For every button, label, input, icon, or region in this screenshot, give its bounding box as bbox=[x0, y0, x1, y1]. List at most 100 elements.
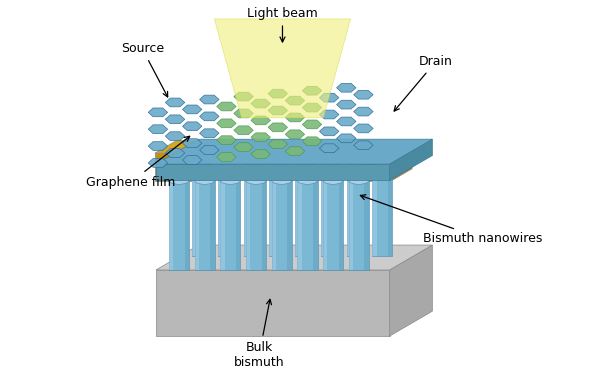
Polygon shape bbox=[217, 136, 236, 145]
Polygon shape bbox=[287, 180, 292, 270]
Polygon shape bbox=[269, 167, 274, 256]
Polygon shape bbox=[295, 167, 299, 256]
Polygon shape bbox=[302, 86, 322, 95]
Polygon shape bbox=[372, 167, 392, 256]
Polygon shape bbox=[246, 180, 250, 270]
Polygon shape bbox=[272, 180, 276, 270]
Polygon shape bbox=[148, 158, 167, 167]
Polygon shape bbox=[220, 180, 241, 270]
Polygon shape bbox=[166, 115, 185, 124]
Polygon shape bbox=[353, 141, 373, 150]
Polygon shape bbox=[200, 146, 219, 154]
Polygon shape bbox=[313, 180, 317, 270]
Polygon shape bbox=[272, 180, 292, 270]
Polygon shape bbox=[166, 149, 185, 158]
Polygon shape bbox=[319, 144, 339, 152]
Polygon shape bbox=[211, 180, 215, 270]
Polygon shape bbox=[200, 112, 219, 121]
Polygon shape bbox=[321, 167, 325, 256]
Polygon shape bbox=[355, 153, 391, 181]
Polygon shape bbox=[391, 141, 412, 181]
Polygon shape bbox=[302, 103, 322, 112]
Ellipse shape bbox=[220, 176, 241, 184]
Polygon shape bbox=[285, 147, 305, 156]
Polygon shape bbox=[169, 180, 189, 270]
Text: Graphene film: Graphene film bbox=[86, 136, 190, 189]
Polygon shape bbox=[353, 90, 373, 99]
Polygon shape bbox=[169, 180, 173, 270]
Polygon shape bbox=[268, 89, 287, 98]
Polygon shape bbox=[185, 180, 189, 270]
Polygon shape bbox=[362, 167, 367, 256]
Polygon shape bbox=[166, 98, 185, 107]
Polygon shape bbox=[319, 110, 339, 119]
Polygon shape bbox=[217, 152, 236, 162]
Polygon shape bbox=[302, 120, 322, 129]
Ellipse shape bbox=[246, 176, 266, 184]
Polygon shape bbox=[285, 113, 305, 122]
Polygon shape bbox=[244, 167, 248, 256]
Polygon shape bbox=[268, 106, 287, 115]
Polygon shape bbox=[251, 150, 271, 158]
Ellipse shape bbox=[347, 163, 367, 171]
Polygon shape bbox=[214, 19, 350, 118]
Polygon shape bbox=[191, 141, 212, 181]
Polygon shape bbox=[268, 140, 287, 149]
Ellipse shape bbox=[194, 176, 215, 184]
Polygon shape bbox=[389, 139, 433, 180]
Polygon shape bbox=[349, 180, 353, 270]
Polygon shape bbox=[372, 167, 377, 256]
Polygon shape bbox=[200, 95, 219, 104]
Polygon shape bbox=[269, 167, 290, 256]
Polygon shape bbox=[347, 167, 351, 256]
Polygon shape bbox=[182, 122, 202, 131]
Polygon shape bbox=[311, 167, 316, 256]
Polygon shape bbox=[260, 167, 264, 256]
Polygon shape bbox=[156, 270, 389, 336]
Polygon shape bbox=[285, 130, 305, 139]
Ellipse shape bbox=[193, 163, 212, 171]
Ellipse shape bbox=[272, 176, 292, 184]
Polygon shape bbox=[268, 123, 287, 132]
Polygon shape bbox=[234, 167, 238, 256]
Polygon shape bbox=[148, 125, 167, 134]
Polygon shape bbox=[218, 167, 238, 256]
Polygon shape bbox=[364, 180, 369, 270]
Polygon shape bbox=[355, 141, 412, 153]
Polygon shape bbox=[220, 180, 224, 270]
Polygon shape bbox=[234, 143, 253, 152]
Polygon shape bbox=[388, 167, 392, 256]
Ellipse shape bbox=[372, 163, 392, 171]
Polygon shape bbox=[337, 134, 356, 143]
Polygon shape bbox=[297, 180, 302, 270]
Ellipse shape bbox=[349, 176, 369, 184]
Polygon shape bbox=[347, 167, 367, 256]
Polygon shape bbox=[337, 100, 356, 109]
Polygon shape bbox=[200, 129, 219, 138]
Text: Drain: Drain bbox=[394, 55, 452, 111]
Ellipse shape bbox=[295, 163, 316, 171]
Polygon shape bbox=[285, 96, 305, 105]
Polygon shape bbox=[389, 245, 433, 336]
Text: Bismuth nanowires: Bismuth nanowires bbox=[361, 195, 542, 245]
Polygon shape bbox=[193, 167, 197, 256]
Ellipse shape bbox=[321, 163, 341, 171]
Polygon shape bbox=[285, 167, 290, 256]
Polygon shape bbox=[251, 116, 271, 125]
Polygon shape bbox=[323, 180, 328, 270]
Polygon shape bbox=[182, 156, 202, 164]
Polygon shape bbox=[182, 105, 202, 114]
Text: Bulk
bismuth: Bulk bismuth bbox=[234, 299, 284, 369]
Polygon shape bbox=[194, 180, 215, 270]
Polygon shape bbox=[193, 167, 212, 256]
Polygon shape bbox=[156, 164, 389, 180]
Polygon shape bbox=[244, 167, 264, 256]
Polygon shape bbox=[251, 99, 271, 108]
Polygon shape bbox=[321, 167, 341, 256]
Polygon shape bbox=[208, 167, 212, 256]
Ellipse shape bbox=[218, 163, 238, 171]
Polygon shape bbox=[262, 180, 266, 270]
Polygon shape bbox=[194, 180, 199, 270]
Polygon shape bbox=[156, 245, 433, 270]
Polygon shape bbox=[166, 132, 185, 141]
